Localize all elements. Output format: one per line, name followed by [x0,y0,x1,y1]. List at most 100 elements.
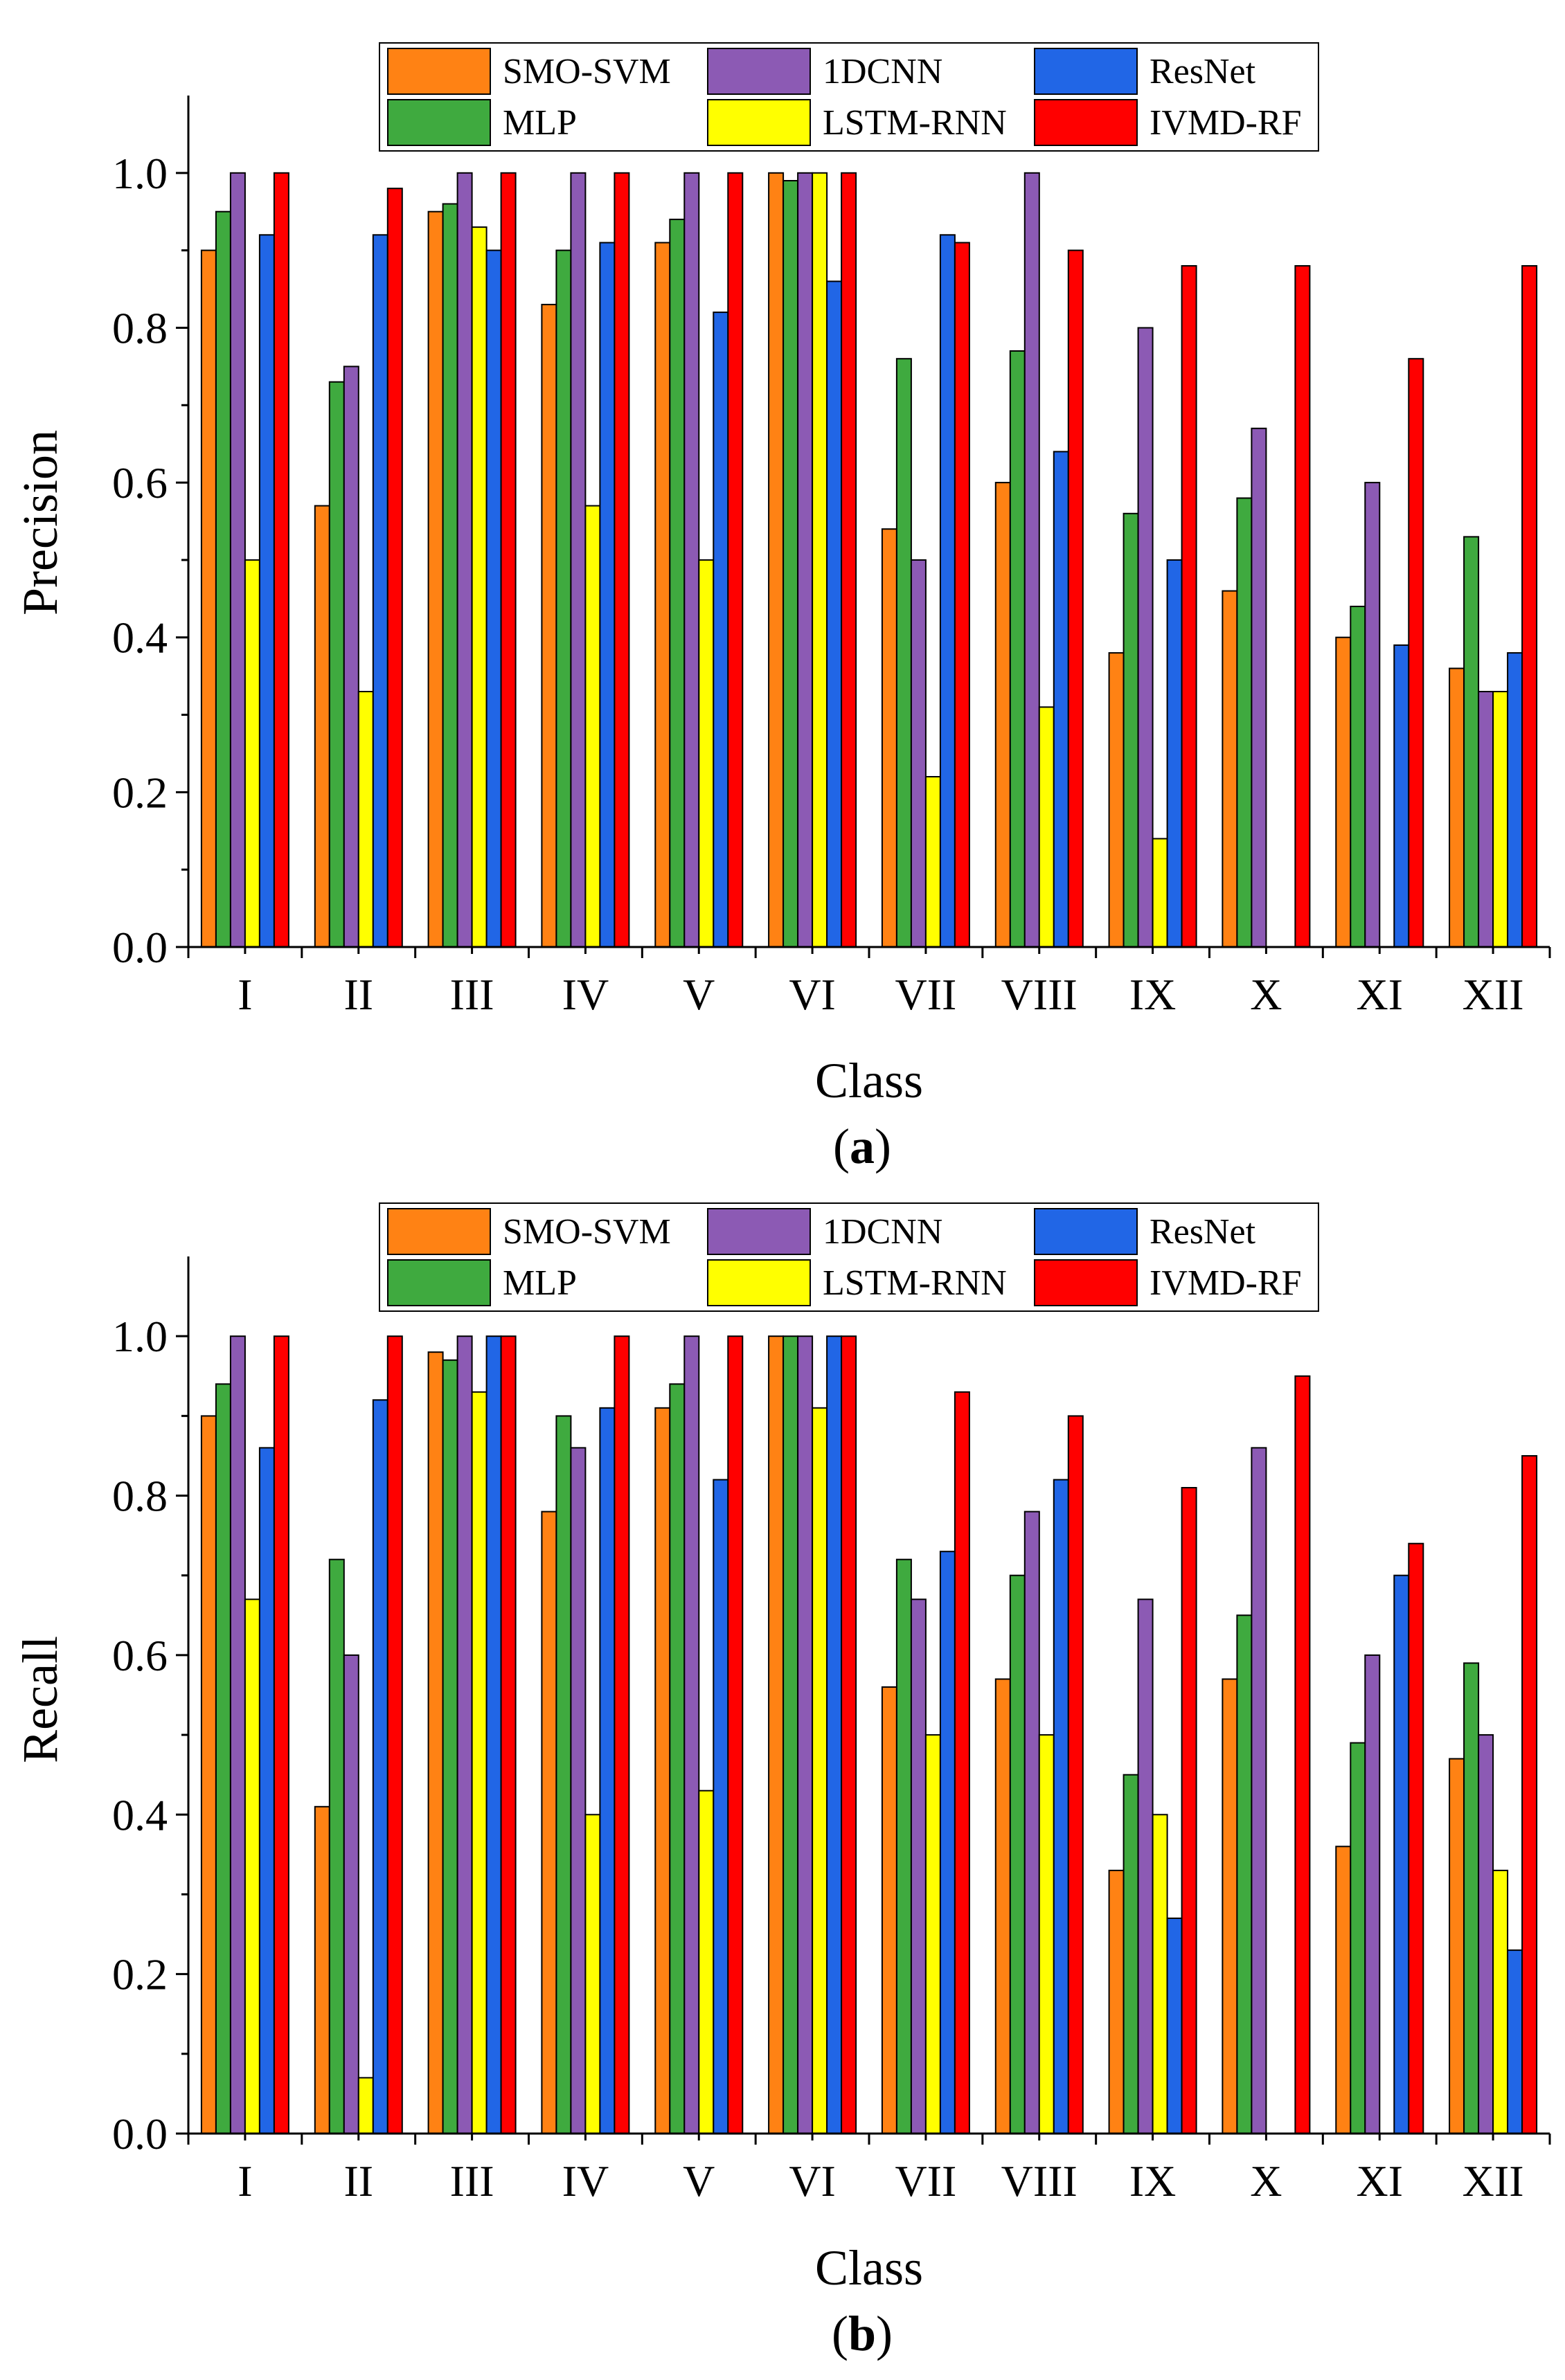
bar-LSTM-RNN-II [357,691,374,948]
panel-label: (b) [832,2306,893,2361]
bar-LSTM-RNN-III [471,226,488,948]
bar-1DCNN-IV [570,172,587,948]
bar-SMO-SVM-III [427,1351,444,2134]
legend-label-1DCNN: 1DCNN [823,1212,942,1252]
bar-IVMD-RF-IX [1181,265,1197,948]
bar-MLP-VIII [1009,350,1026,948]
bar-1DCNN-VI [797,1335,814,2134]
bar-SMO-SVM-IV [541,1511,557,2135]
bar-ResNet-IV [599,242,616,948]
y-axis-title: Recall [12,1636,68,1763]
x-tick-label-IX: IX [1129,2156,1177,2206]
bar-SMO-SVM-XI [1335,636,1352,948]
bar-LSTM-RNN-V [698,1789,715,2134]
bar-MLP-IV [555,1415,572,2134]
bar-1DCNN-V [683,1335,700,2134]
bar-SMO-SVM-IV [541,303,557,948]
bar-ResNet-VI [826,1335,843,2134]
bar-MLP-XI [1350,606,1366,948]
x-tick-label-VIII: VIII [1001,970,1077,1019]
y-tick-label: 0.2 [112,768,168,817]
bar-MLP-I [215,210,231,948]
bar-SMO-SVM-IX [1108,1869,1125,2134]
bar-1DCNN-I [229,172,246,948]
bar-ResNet-VII [939,1551,956,2134]
bar-ResNet-VIII [1053,1479,1069,2134]
legend: SMO-SVM 1DCNN ResNet MLP LSTM-RNN IVMD-RF [379,1202,1319,1312]
bar-SMO-SVM-V [654,1407,671,2134]
bar-IVMD-RF-I [273,1335,289,2134]
bar-LSTM-RNN-XII [1492,1869,1509,2134]
legend-swatch-SMO-SVM [387,48,491,95]
bar-1DCNN-IV [570,1447,587,2134]
bar-SMO-SVM-IX [1108,652,1125,948]
bar-IVMD-RF-VIII [1067,249,1084,948]
bar-SMO-SVM-X [1222,1678,1238,2134]
bar-ResNet-I [258,234,275,948]
bar-LSTM-RNN-II [357,2077,374,2134]
bar-SMO-SVM-V [654,242,671,948]
bar-MLP-X [1236,1614,1253,2135]
bar-1DCNN-X [1251,427,1267,948]
x-tick-label-VI: VI [789,970,836,1019]
bar-LSTM-RNN-VII [924,776,941,948]
bar-1DCNN-II [343,366,359,948]
bar-SMO-SVM-I [200,1415,217,2134]
bar-ResNet-XI [1393,1574,1410,2134]
x-tick-label-XI: XI [1356,2156,1403,2206]
bar-ResNet-VII [939,234,956,948]
bar-LSTM-RNN-III [471,1391,488,2134]
bar-1DCNN-XII [1478,691,1494,948]
bar-LSTM-RNN-IX [1152,838,1168,948]
bar-LSTM-RNN-VIII [1038,706,1055,948]
bar-ResNet-XI [1393,644,1410,948]
bar-ResNet-II [372,234,388,948]
legend-label-ResNet: ResNet [1150,52,1256,91]
bar-IVMD-RF-XII [1521,265,1538,948]
bar-1DCNN-VIII [1023,172,1040,948]
bar-MLP-VII [895,358,912,948]
bar-IVMD-RF-XI [1408,358,1424,948]
legend-label-1DCNN: 1DCNN [823,52,942,91]
x-tick-label-IX: IX [1129,970,1177,1019]
bar-LSTM-RNN-IX [1152,1814,1168,2135]
bar-SMO-SVM-VII [881,528,897,948]
x-tick-label-XI: XI [1356,970,1403,1019]
y-tick-label: 0.0 [112,923,168,972]
bar-IVMD-RF-III [500,172,517,948]
y-axis-title: Precision [12,430,68,615]
bar-1DCNN-VIII [1023,1511,1040,2135]
x-tick-label-X: X [1250,2156,1282,2206]
bar-1DCNN-IX [1137,327,1154,948]
bar-SMO-SVM-VIII [994,1678,1011,2134]
bar-MLP-V [669,218,686,948]
bar-1DCNN-VI [797,172,814,948]
x-tick-label-XII: XII [1463,970,1524,1019]
legend-swatch-LSTM-RNN [707,99,811,146]
bar-IVMD-RF-VIII [1067,1415,1084,2134]
bar-IVMD-RF-X [1294,1375,1311,2134]
bar-1DCNN-III [456,172,473,948]
bar-1DCNN-XI [1364,1654,1381,2134]
bar-LSTM-RNN-VI [812,1407,828,2134]
legend-label-ResNet: ResNet [1150,1212,1256,1252]
legend-label-SMO-SVM: SMO-SVM [503,1212,671,1252]
legend-swatch-MLP [387,99,491,146]
y-tick-label: 1.0 [112,1312,168,1361]
bar-SMO-SVM-VI [768,172,785,948]
x-tick-label-IV: IV [562,2156,609,2206]
legend-label-SMO-SVM: SMO-SVM [503,52,671,91]
legend-swatch-IVMD-RF [1034,99,1138,146]
bar-1DCNN-VII [910,559,927,948]
x-tick-label-V: V [683,2156,715,2206]
bar-LSTM-RNN-IV [584,1814,601,2135]
x-tick-label-IV: IV [562,970,609,1019]
legend-swatch-MLP [387,1259,491,1306]
legend-label-IVMD-RF: IVMD-RF [1150,103,1302,143]
bar-IVMD-RF-II [386,1335,403,2134]
bar-IVMD-RF-XI [1408,1542,1424,2134]
legend-label-MLP: MLP [503,1263,577,1303]
y-tick-label: 0.8 [112,303,168,352]
legend-swatch-1DCNN [707,48,811,95]
